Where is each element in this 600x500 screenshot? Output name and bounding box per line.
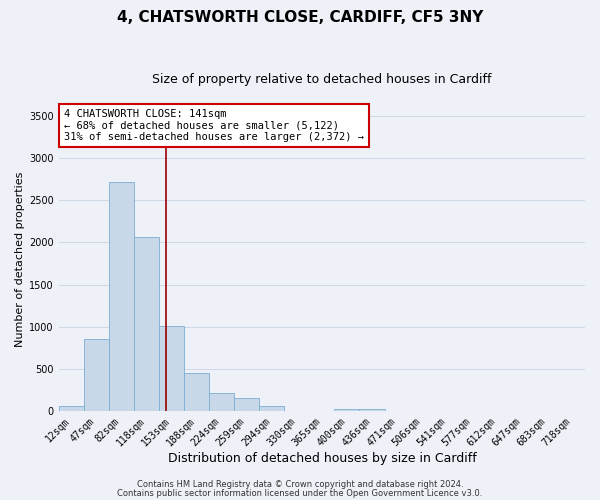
- Text: 4, CHATSWORTH CLOSE, CARDIFF, CF5 3NY: 4, CHATSWORTH CLOSE, CARDIFF, CF5 3NY: [117, 10, 483, 25]
- Bar: [259, 406, 284, 411]
- Bar: [234, 398, 259, 411]
- Bar: [109, 182, 134, 411]
- Bar: [334, 409, 359, 411]
- Y-axis label: Number of detached properties: Number of detached properties: [15, 172, 25, 347]
- Bar: [59, 406, 84, 411]
- Bar: [159, 326, 184, 411]
- Bar: [359, 410, 385, 411]
- Title: Size of property relative to detached houses in Cardiff: Size of property relative to detached ho…: [152, 72, 491, 86]
- Bar: [209, 393, 234, 411]
- Text: Contains HM Land Registry data © Crown copyright and database right 2024.: Contains HM Land Registry data © Crown c…: [137, 480, 463, 489]
- Bar: [134, 238, 159, 411]
- Bar: [84, 340, 109, 411]
- Text: Contains public sector information licensed under the Open Government Licence v3: Contains public sector information licen…: [118, 489, 482, 498]
- Text: 4 CHATSWORTH CLOSE: 141sqm
← 68% of detached houses are smaller (5,122)
31% of s: 4 CHATSWORTH CLOSE: 141sqm ← 68% of deta…: [64, 109, 364, 142]
- Bar: [184, 372, 209, 411]
- X-axis label: Distribution of detached houses by size in Cardiff: Distribution of detached houses by size …: [167, 452, 476, 465]
